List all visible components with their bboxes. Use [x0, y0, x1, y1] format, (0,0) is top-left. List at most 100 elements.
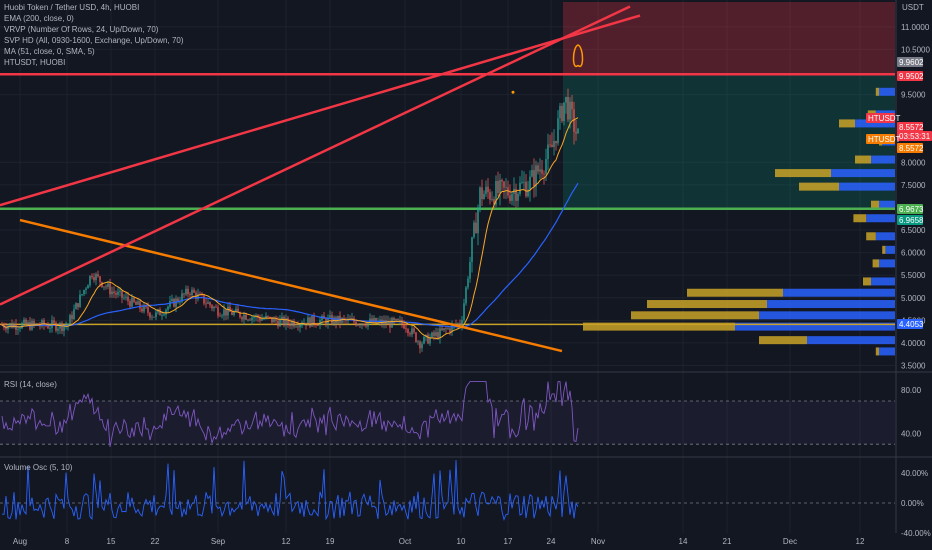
price-tags: 9.96029.9502HTUSDT8.557203:53:31HTUSDT8.…: [866, 57, 932, 329]
candle: [21, 323, 23, 329]
candle: [129, 301, 131, 307]
candle: [397, 318, 399, 321]
candle: [133, 297, 135, 303]
legend-vrvp[interactable]: VRVP (Number Of Rows, 24, Up/Down, 70): [4, 25, 159, 34]
price-tick-label: 7.5000: [901, 181, 926, 190]
candle: [213, 306, 215, 309]
price-tag-label: 8.5572: [899, 144, 924, 153]
candle: [495, 180, 497, 205]
candle: [295, 326, 297, 328]
candle: [523, 181, 525, 183]
candle: [285, 318, 287, 326]
volume-profile-bar-down: [583, 322, 735, 331]
candle: [441, 328, 443, 331]
time-tick-label: 21: [723, 537, 732, 546]
volume-profile-bar-up: [866, 214, 895, 223]
price-candles: [1, 88, 579, 354]
price-tag: [897, 71, 923, 81]
legend-title[interactable]: Huobi Token / Tether USD, 4h, HUOBI: [4, 3, 140, 12]
candle: [119, 290, 121, 292]
price-tag: [897, 131, 932, 141]
candle: [561, 105, 563, 122]
candle: [41, 320, 43, 327]
candle: [315, 324, 317, 326]
rsi-line: [1, 381, 579, 447]
volume-profile-bar-up: [831, 169, 895, 178]
time-tick-label: 15: [107, 537, 116, 546]
time-tick-label: 14: [679, 537, 688, 546]
candle: [361, 323, 363, 326]
time-tick-label: 17: [504, 537, 513, 546]
candle: [369, 318, 371, 323]
legend-ma[interactable]: MA (51, close, 0, SMA, 5): [4, 47, 95, 56]
candle: [293, 321, 295, 327]
price-tag: [897, 204, 923, 214]
candle: [553, 140, 555, 148]
candle: [551, 144, 553, 148]
volume-profile-bar-up: [871, 155, 895, 164]
candle: [125, 296, 127, 298]
time-tick-label: 12: [282, 537, 291, 546]
volume-profile-bar-down: [853, 214, 867, 223]
price-tag: [897, 215, 923, 225]
vo-tick-label: -40.00%: [901, 529, 931, 538]
candle: [61, 323, 63, 331]
candle: [501, 179, 503, 182]
candle: [457, 323, 459, 326]
candle: [511, 193, 513, 201]
candle: [87, 285, 89, 289]
candle: [17, 328, 19, 330]
candle: [309, 317, 311, 327]
candle: [19, 328, 21, 330]
candle: [343, 318, 345, 319]
candle: [555, 140, 557, 144]
vo-legend[interactable]: Volume Osc (5, 10): [4, 462, 72, 473]
candle: [509, 195, 511, 201]
trend-line-descending: [19, 218, 563, 353]
volume-profile-bar-down: [759, 336, 807, 345]
candle: [115, 293, 117, 295]
candle: [519, 182, 521, 194]
candle: [445, 328, 447, 330]
moving-averages: [1, 117, 579, 340]
volume-profile-bar-up: [875, 232, 895, 241]
volume-profile-bar-down: [799, 182, 839, 191]
candle: [357, 324, 359, 326]
candle: [131, 297, 133, 307]
rsi-legend[interactable]: RSI (14, close): [4, 379, 57, 390]
candle: [169, 300, 171, 307]
candle: [199, 293, 201, 295]
volume-profile: [583, 87, 895, 356]
candle: [83, 289, 85, 295]
candle: [39, 325, 41, 327]
candle: [51, 320, 53, 328]
candle: [153, 316, 155, 318]
candle: [187, 288, 189, 295]
candle: [283, 316, 285, 326]
candle: [331, 315, 333, 324]
candle: [289, 323, 291, 326]
candle: [489, 192, 491, 200]
candle: [529, 176, 531, 190]
candle: [179, 301, 181, 303]
candle: [557, 118, 559, 144]
candle: [497, 180, 499, 194]
price-tag: [866, 134, 895, 144]
candle: [69, 315, 71, 324]
legend-svp[interactable]: SVP HD (All, 0930-1600, Exchange, Up/Dow…: [4, 36, 184, 45]
candle: [219, 315, 221, 317]
candle: [227, 306, 229, 316]
candle: [163, 314, 165, 316]
legend-ema[interactable]: EMA (200, close, 0): [4, 14, 74, 23]
candle: [247, 319, 249, 321]
legend-symbol[interactable]: HTUSDT, HUOBI: [4, 58, 66, 67]
candle: [101, 282, 103, 287]
price-tag-label: 6.9658: [899, 216, 924, 225]
volume-profile-bar-down: [866, 232, 876, 241]
volume-profile-bar-down: [875, 347, 879, 356]
price-tick-label: 5.0000: [901, 294, 926, 303]
candle: [263, 318, 265, 320]
candle: [467, 278, 469, 288]
candle: [215, 306, 217, 308]
